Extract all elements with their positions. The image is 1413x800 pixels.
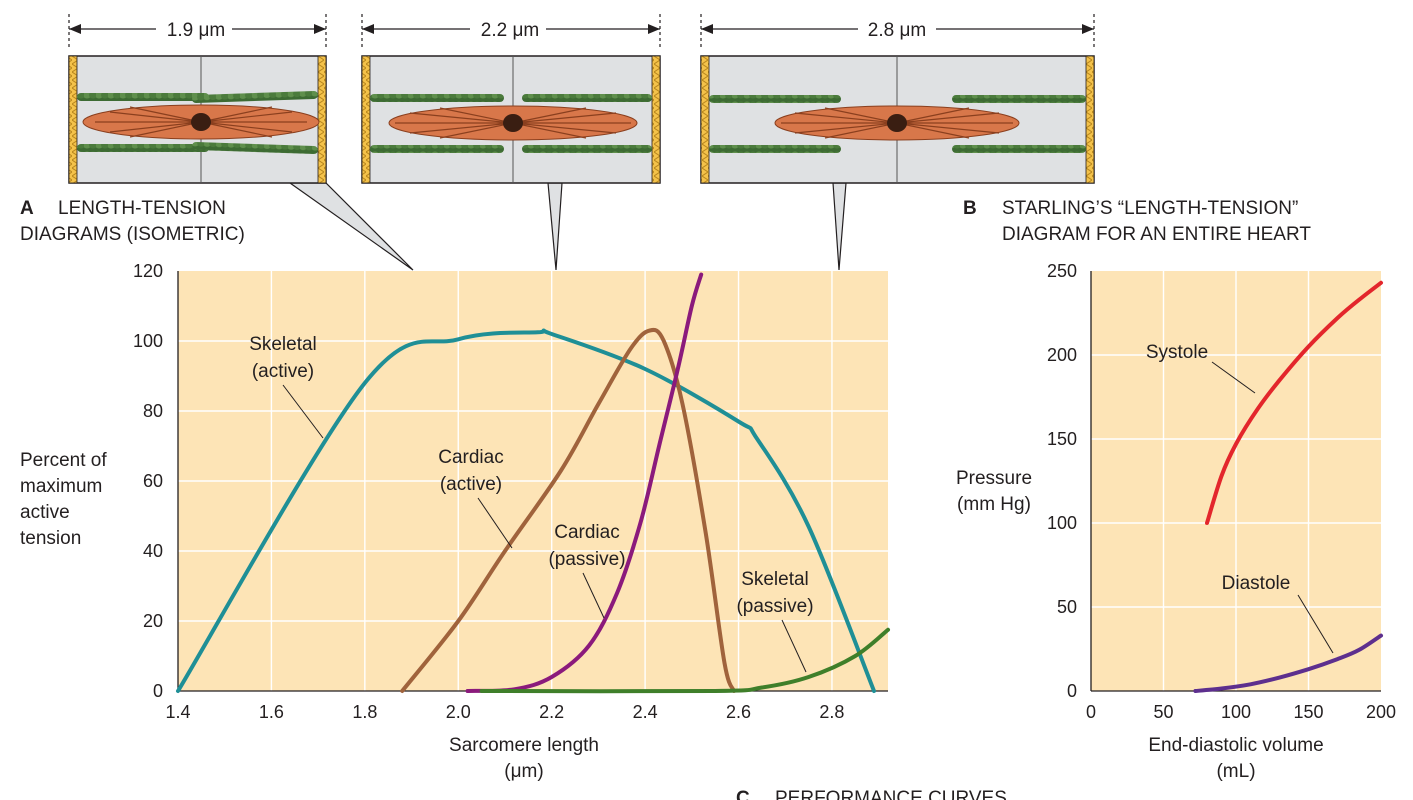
leader-cardiac-active	[477, 497, 513, 549]
chart-a-y-tick-label-3: 60	[143, 471, 163, 491]
chart-a-ylabel-line-4: tension	[20, 528, 81, 549]
chart-a-x-tick-label-4: 2.2	[539, 702, 564, 722]
label-skeletal-active-1: Skeletal	[249, 334, 317, 355]
chart-a-y-tick-label-0: 0	[153, 681, 163, 701]
chart-a-x-tick-label-2: 1.8	[352, 702, 377, 722]
panel-a: A LENGTH-TENSION DIAGRAMS (ISOMETRIC) 1.…	[20, 198, 890, 782]
sarcomere-2	[361, 55, 661, 184]
label-cardiac-passive-2: (passive)	[548, 549, 625, 570]
panel-a-title-line-1: LENGTH-TENSION	[58, 198, 226, 219]
chart-a-x-tick-label-3: 2.0	[446, 702, 471, 722]
sarcomere-1	[68, 55, 327, 184]
leader-diastole	[1297, 594, 1334, 654]
chart-a-xlabel-line-2: (μm)	[504, 761, 543, 782]
callout-2	[547, 182, 563, 271]
chart-a-y-tick-label-2: 40	[143, 541, 163, 561]
chart-a-x-tick-label-7: 2.8	[819, 702, 844, 722]
label-cardiac-active-2: (active)	[440, 474, 502, 495]
chart-b-x-tick-label-3: 150	[1293, 702, 1323, 722]
dimension-label-1: 1.9 μm	[167, 20, 225, 41]
chart-a-y-tick-label-6: 120	[133, 261, 163, 281]
dimension-label-3: 2.8 μm	[868, 20, 926, 41]
label-systole: Systole	[1146, 342, 1208, 363]
leader-skeletal-active	[282, 384, 324, 439]
chart-a-ylabel-line-2: maximum	[20, 476, 102, 497]
chart-a-series-skeletal-active	[176, 328, 876, 693]
label-skeletal-passive-1: Skeletal	[741, 569, 809, 590]
panel-a-letter: A	[20, 198, 34, 219]
chart-b-y-tick-label-3: 150	[1047, 429, 1077, 449]
chart-a-y-tick-label-5: 100	[133, 331, 163, 351]
chart-a-y-tick-label-4: 80	[143, 401, 163, 421]
chart-b-series-diastole	[1193, 633, 1383, 693]
leader-systole	[1211, 361, 1256, 394]
dimension-2-8: 2.8 μm	[700, 14, 1095, 48]
panel-b-title-line-1: STARLING’S “LENGTH-TENSION”	[1002, 198, 1298, 219]
sarcomere-diagrams: 1.9 μm 2.2 μm 2.8 μm	[68, 14, 1095, 271]
chart-a-series-cardiac-active	[400, 327, 736, 693]
chart-a-y-tick-label-1: 20	[143, 611, 163, 631]
chart-a-plot: 1.4 1.6 1.8 2.0 2.2 2.4 2.6 2.8 0 20 40 60 80 100 120	[133, 261, 890, 722]
chart-b-x-tick-label-2: 100	[1221, 702, 1251, 722]
leader-skeletal-passive	[781, 619, 807, 673]
chart-b-y-tick-label-4: 200	[1047, 345, 1077, 365]
label-skeletal-passive-2: (passive)	[736, 596, 813, 617]
chart-b-xlabel-line-1: End-diastolic volume	[1148, 735, 1323, 756]
chart-b-plot: 0 50 100 150 200 0 50 100 150 200 250	[1047, 261, 1396, 722]
dimension-1-9: 1.9 μm	[68, 14, 327, 48]
panel-c-title: PERFORMANCE CURVES	[775, 788, 1007, 800]
chart-b-x-tick-label-4: 200	[1366, 702, 1396, 722]
chart-a-ylabel-line-1: Percent of	[20, 450, 107, 471]
chart-b-series-systole	[1205, 280, 1383, 525]
chart-b-ylabel-line-1: Pressure	[956, 468, 1032, 489]
chart-a-xlabel-line-1: Sarcomere length	[449, 735, 599, 756]
label-cardiac-active-1: Cardiac	[438, 447, 503, 468]
callout-3	[832, 182, 847, 271]
chart-a-x-tick-label-0: 1.4	[165, 702, 190, 722]
callout-1	[288, 182, 414, 271]
chart-a-ylabel-line-3: active	[20, 502, 70, 523]
panel-b-letter: B	[963, 198, 977, 219]
panel-c: C PERFORMANCE CURVES	[736, 788, 1007, 800]
chart-a-x-tick-label-6: 2.6	[726, 702, 751, 722]
chart-b-y-tick-label-2: 100	[1047, 513, 1077, 533]
chart-b-y-tick-label-0: 0	[1067, 681, 1077, 701]
dimension-label-2: 2.2 μm	[481, 20, 539, 41]
panel-a-title-line-2: DIAGRAMS (ISOMETRIC)	[20, 224, 245, 245]
chart-a-series-cardiac-passive	[465, 272, 704, 693]
leader-cardiac-passive	[582, 572, 605, 619]
panel-b-title-line-2: DIAGRAM FOR AN ENTIRE HEART	[1002, 224, 1311, 245]
label-diastole: Diastole	[1222, 573, 1291, 594]
chart-b-y-tick-label-5: 250	[1047, 261, 1077, 281]
dimension-2-2: 2.2 μm	[361, 14, 661, 48]
chart-b-x-tick-label-0: 0	[1086, 702, 1096, 722]
panel-b: B STARLING’S “LENGTH-TENSION” DIAGRAM FO…	[956, 198, 1396, 782]
chart-a-x-tick-label-5: 2.4	[633, 702, 658, 722]
panel-c-letter: C	[736, 788, 750, 800]
chart-b-x-tick-label-1: 50	[1153, 702, 1173, 722]
sarcomere-3	[700, 55, 1095, 184]
chart-a-series-skeletal-passive	[479, 627, 890, 694]
label-skeletal-active-2: (active)	[252, 361, 314, 382]
chart-b-y-tick-label-1: 50	[1057, 597, 1077, 617]
label-cardiac-passive-1: Cardiac	[554, 522, 619, 543]
chart-b-xlabel-line-2: (mL)	[1216, 761, 1255, 782]
chart-a-x-tick-label-1: 1.6	[259, 702, 284, 722]
chart-b-ylabel-line-2: (mm Hg)	[957, 494, 1031, 515]
